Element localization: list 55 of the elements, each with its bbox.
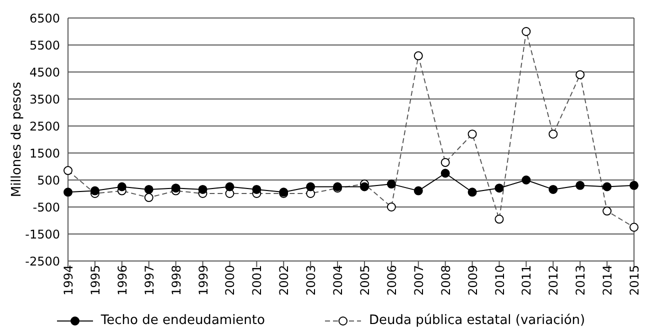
point (360, 182, 369, 192)
x-tick-label: 2011 (520, 265, 534, 296)
y-tick-label: 3500 (29, 92, 60, 106)
x-tick-label: 2001 (250, 265, 264, 296)
y-tick-label: 500 (37, 173, 60, 188)
point (576, 180, 585, 190)
x-tick-label: 2002 (277, 265, 292, 296)
point (171, 184, 180, 193)
legend-label: Techo de endeudamiento (100, 313, 265, 328)
y-tick-label: 5500 (29, 38, 60, 52)
x-tick-label: 1995 (88, 265, 102, 296)
x-tick-label: 2012 (546, 265, 561, 296)
x-tick-label: 1996 (115, 265, 130, 296)
x-tick-label: 2010 (492, 265, 507, 296)
point (225, 182, 234, 192)
point (630, 180, 638, 190)
point (90, 186, 100, 196)
point (440, 168, 450, 178)
y-tick-label: -500 (32, 200, 60, 214)
point (494, 184, 504, 193)
x-tick-label: 1997 (142, 265, 156, 296)
point (252, 184, 262, 194)
x-tick-label: 2000 (223, 265, 238, 296)
x-tick-label: 2014 (600, 265, 615, 296)
x-tick-label: 1999 (196, 265, 210, 296)
y-tick-label: 2500 (29, 119, 60, 134)
point (522, 176, 531, 184)
point (414, 186, 423, 196)
point (468, 188, 477, 197)
x-tick-label: 1994 (62, 265, 76, 296)
y-axis-title: Millones de pesos (10, 82, 25, 198)
x-tick-label: 2006 (384, 265, 399, 296)
point (198, 184, 208, 194)
x-tick-label: 2013 (574, 265, 588, 296)
point (602, 182, 612, 192)
y-tick-label: -2500 (25, 254, 60, 268)
point (117, 182, 126, 192)
point (306, 182, 316, 192)
point (64, 188, 72, 197)
y-tick-label: 1500 (29, 146, 60, 160)
x-tick-label: 1998 (169, 265, 184, 296)
legend-label: Deuda pública estatal (variación) (368, 313, 586, 328)
point (144, 184, 154, 194)
x-tick-label: 2005 (358, 265, 372, 296)
x-tick-label: 2007 (412, 265, 426, 296)
x-tick-label: 2008 (438, 265, 453, 296)
y-tick-label: 4500 (29, 65, 60, 80)
y-tick-label: -1500 (25, 227, 60, 242)
point (386, 180, 396, 189)
x-tick-label: 2015 (628, 265, 642, 296)
x-tick-label: 2003 (304, 265, 318, 296)
y-tick-label: 6500 (29, 11, 60, 26)
x-tick-label: 2009 (466, 265, 480, 296)
point (548, 184, 558, 194)
x-tick-label: 2004 (331, 265, 346, 296)
